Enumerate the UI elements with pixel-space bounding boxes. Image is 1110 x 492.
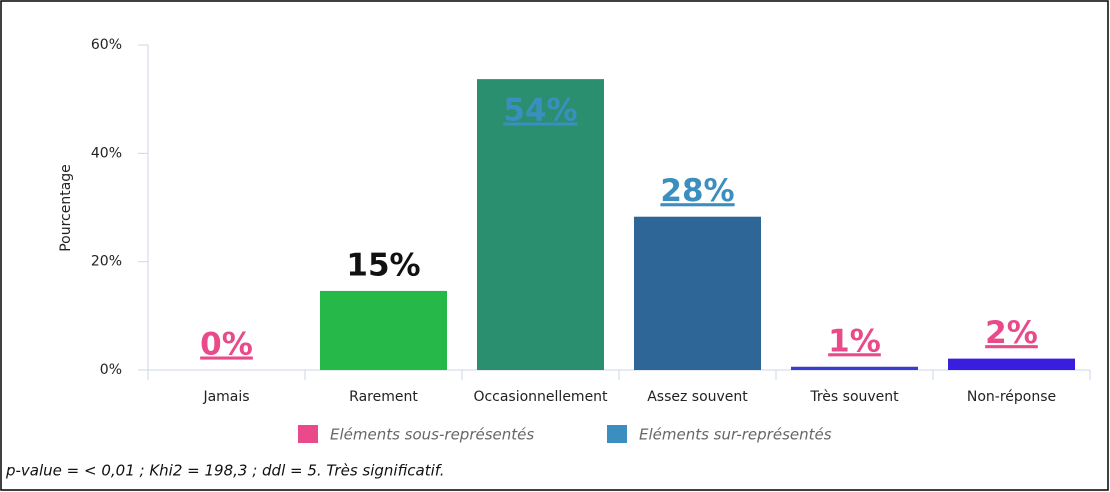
legend-swatch bbox=[298, 425, 318, 443]
x-tick-label: Jamais bbox=[202, 389, 249, 405]
x-tick-label: Très souvent bbox=[809, 389, 899, 405]
x-tick-label: Non-réponse bbox=[967, 389, 1056, 405]
legend-label: Eléments sur-représentés bbox=[639, 426, 832, 444]
bar bbox=[634, 216, 761, 370]
y-tick-label: 40% bbox=[91, 145, 122, 161]
value-label: 1% bbox=[828, 323, 881, 359]
x-tick-label: Rarement bbox=[349, 389, 418, 405]
bar bbox=[477, 79, 604, 370]
bar bbox=[791, 366, 918, 370]
value-label: 28% bbox=[660, 173, 734, 209]
y-tick-label: 20% bbox=[91, 254, 122, 270]
value-label: 15% bbox=[346, 247, 420, 283]
y-axis-label: Pourcentage bbox=[58, 164, 74, 252]
footnote: p-value = < 0,01 ; Khi2 = 198,3 ; ddl = … bbox=[5, 462, 445, 480]
value-label: 0% bbox=[200, 327, 253, 363]
legend-swatch bbox=[607, 425, 627, 443]
legend-label: Eléments sous-représentés bbox=[330, 426, 534, 444]
y-tick-label: 60% bbox=[91, 37, 122, 53]
x-tick-label: Occasionnellement bbox=[473, 389, 608, 405]
x-tick-label: Assez souvent bbox=[647, 389, 748, 405]
bar bbox=[320, 290, 447, 370]
value-label: 54% bbox=[503, 93, 577, 129]
y-tick-label: 0% bbox=[100, 362, 122, 378]
bar bbox=[948, 358, 1075, 370]
value-label: 2% bbox=[985, 315, 1038, 351]
